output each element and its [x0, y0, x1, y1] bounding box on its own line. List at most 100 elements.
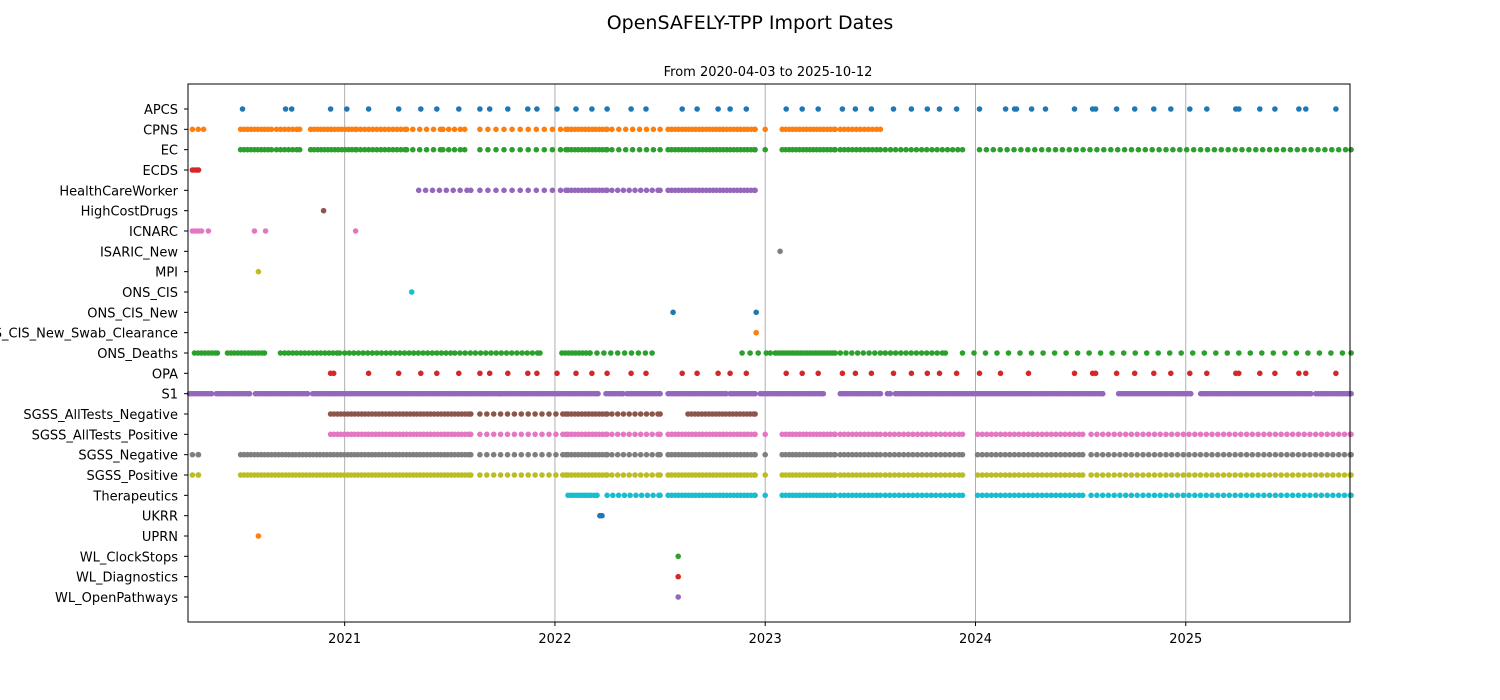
data-point	[854, 350, 861, 356]
x-tick-label: 2023	[749, 632, 782, 647]
data-point	[189, 126, 196, 133]
data-point	[869, 492, 876, 499]
data-point	[1066, 492, 1073, 499]
data-point	[877, 146, 884, 153]
data-point	[1174, 431, 1181, 438]
data-point	[923, 350, 930, 356]
data-point	[281, 350, 288, 356]
data-point	[423, 126, 430, 133]
data-point	[1284, 451, 1290, 458]
data-point	[1135, 146, 1142, 153]
data-point	[1163, 492, 1169, 499]
data-point	[882, 492, 889, 499]
data-point	[914, 472, 921, 478]
data-point	[1348, 492, 1354, 499]
data-point	[1266, 472, 1273, 478]
data-point	[1243, 431, 1250, 438]
data-point	[1272, 106, 1278, 112]
data-point	[853, 146, 860, 153]
data-point	[1092, 106, 1099, 112]
data-point	[861, 472, 868, 478]
data-point	[314, 350, 320, 356]
y-tick-label: ECDS	[142, 164, 178, 179]
data-point	[296, 126, 303, 133]
data-point	[518, 431, 525, 438]
data-point	[424, 350, 431, 356]
data-point	[675, 553, 681, 560]
data-point	[1122, 492, 1129, 499]
data-point	[1204, 370, 1210, 377]
data-point	[845, 431, 852, 438]
data-point	[322, 350, 328, 356]
data-point	[997, 451, 1004, 458]
data-point	[1156, 146, 1162, 153]
y-axis: APCS CPNS EC ECDS HealthCareWorker HighCostDr…	[0, 103, 188, 606]
data-point	[629, 126, 636, 133]
data-point	[837, 472, 844, 478]
y-tick-label: ONS_CIS_New	[87, 306, 178, 321]
data-point	[1128, 146, 1135, 153]
data-point	[762, 472, 768, 478]
data-point	[1025, 492, 1032, 499]
data-point	[933, 492, 939, 499]
series-SGSS_Positive	[189, 472, 1354, 478]
data-points	[186, 106, 1354, 600]
data-point	[533, 126, 540, 133]
data-point	[832, 431, 838, 438]
data-point	[273, 126, 280, 133]
data-point	[281, 126, 288, 133]
data-point	[386, 146, 392, 153]
data-point	[1151, 492, 1158, 499]
data-point	[511, 411, 518, 417]
data-point	[1128, 472, 1135, 478]
data-point	[959, 350, 966, 356]
data-point	[420, 350, 426, 356]
data-point	[1197, 431, 1204, 438]
data-point	[626, 451, 632, 458]
data-point	[614, 451, 621, 458]
y-tick-label: UKRR	[142, 510, 178, 525]
data-point	[289, 126, 296, 133]
data-point	[1114, 146, 1121, 153]
data-point	[694, 106, 700, 112]
data-point	[997, 492, 1004, 499]
data-point	[403, 146, 410, 153]
data-point	[1266, 431, 1273, 438]
data-point	[866, 350, 872, 356]
data-point	[1335, 472, 1342, 478]
data-point	[953, 106, 960, 112]
data-point	[285, 126, 292, 133]
data-point	[1318, 472, 1325, 478]
data-point	[205, 228, 212, 234]
data-point	[872, 350, 878, 356]
data-point	[1113, 106, 1120, 112]
data-point	[762, 146, 768, 153]
data-point	[1020, 451, 1027, 458]
data-point	[877, 472, 884, 478]
data-point	[900, 492, 907, 499]
data-point	[477, 451, 483, 458]
series-ICNARC	[189, 228, 359, 234]
data-point	[891, 472, 898, 478]
data-point	[1330, 492, 1336, 499]
data-point	[1295, 472, 1302, 478]
data-point	[537, 350, 543, 356]
data-point	[1243, 492, 1250, 499]
data-point	[1030, 492, 1036, 499]
data-point	[649, 411, 655, 417]
data-point	[752, 492, 758, 499]
series-SGSS_AllTests_Positive	[327, 431, 1354, 438]
data-point	[715, 106, 721, 112]
data-point	[857, 146, 864, 153]
data-point	[604, 431, 610, 438]
data-point	[1238, 492, 1244, 499]
data-point	[1232, 472, 1238, 478]
data-point	[1168, 451, 1175, 458]
data-point	[1272, 431, 1279, 438]
data-point	[620, 472, 627, 478]
data-point	[620, 411, 627, 417]
data-point	[525, 411, 531, 417]
data-point	[493, 146, 499, 153]
data-point	[841, 146, 848, 153]
data-point	[416, 146, 423, 153]
